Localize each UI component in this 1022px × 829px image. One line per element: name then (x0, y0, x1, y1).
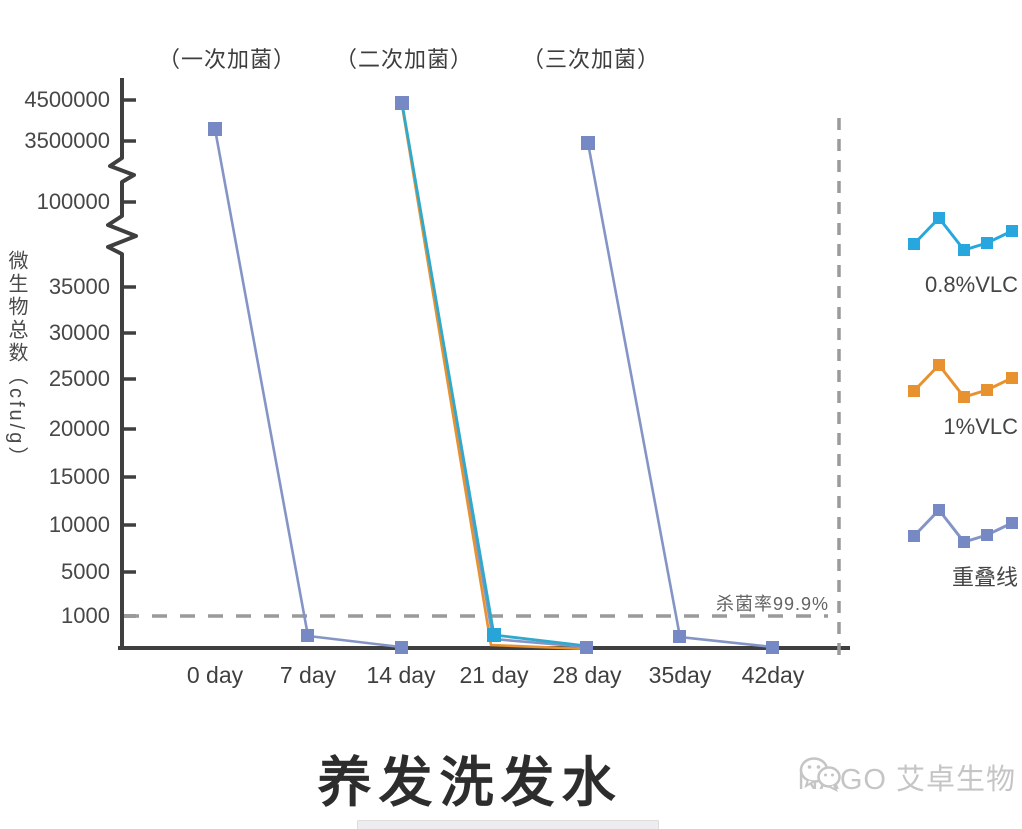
bottom-bar (357, 820, 659, 829)
chart-title: 养发洗发水 (317, 753, 623, 813)
y-axis (106, 78, 138, 648)
annotation-inoculation-1: （一次加菌） (157, 47, 296, 72)
x-tick-label: 28 day (552, 662, 622, 688)
y-tick-label: 1000 (61, 603, 110, 628)
series-overlap-spike1 (213, 128, 402, 649)
y-tick-label: 5000 (61, 559, 110, 584)
legend-label-overlap: 重叠线 (951, 565, 1018, 590)
y-axis-title: 微生物总数（cfu/g） (5, 250, 27, 470)
watermark: NAGO 艾卓生物 (798, 756, 1016, 798)
x-tick-label: 42day (741, 662, 805, 688)
annotation-inoculation-2: （二次加菌） (334, 47, 473, 72)
y-tick-label: 3500000 (24, 128, 110, 153)
legend-glyph-overlap (908, 504, 1018, 548)
x-tick-label: 21 day (459, 662, 529, 688)
y-tick-label: 100000 (36, 189, 110, 214)
legend-glyph-1vlc (908, 359, 1018, 403)
y-tick-label: 35000 (48, 274, 110, 299)
x-tick-label: 7 day (279, 662, 337, 688)
y-tick-label: 10000 (48, 512, 110, 537)
x-tick-label: 0 day (186, 662, 244, 688)
series-overlap-spike3 (586, 142, 774, 649)
y-tick-label: 25000 (48, 366, 110, 391)
legend-label-08vlc: 0.8%VLC (925, 272, 1018, 297)
x-tick-label: 14 day (366, 662, 436, 688)
x-tick-label: 35day (648, 662, 712, 688)
threshold-label: 杀菌率99.9% (716, 594, 830, 614)
legend-label-1vlc: 1%VLC (943, 414, 1018, 439)
series-1pct-vlc-spike2 (400, 104, 588, 651)
y-tick-label: 15000 (48, 464, 110, 489)
y-tick-label: 30000 (48, 320, 110, 345)
series-08pct-vlc-spike2 (400, 102, 588, 648)
y-tick-label: 20000 (48, 416, 110, 441)
data-point-08vlc-21day (487, 628, 501, 642)
data-point-markers (208, 96, 779, 654)
y-tick-label: 4500000 (24, 87, 110, 112)
wechat-icon (799, 757, 841, 792)
legend-glyph-08vlc (908, 212, 1018, 256)
series-overlap-spike2 (400, 103, 588, 649)
annotation-inoculation-3: （三次加菌） (521, 47, 660, 72)
